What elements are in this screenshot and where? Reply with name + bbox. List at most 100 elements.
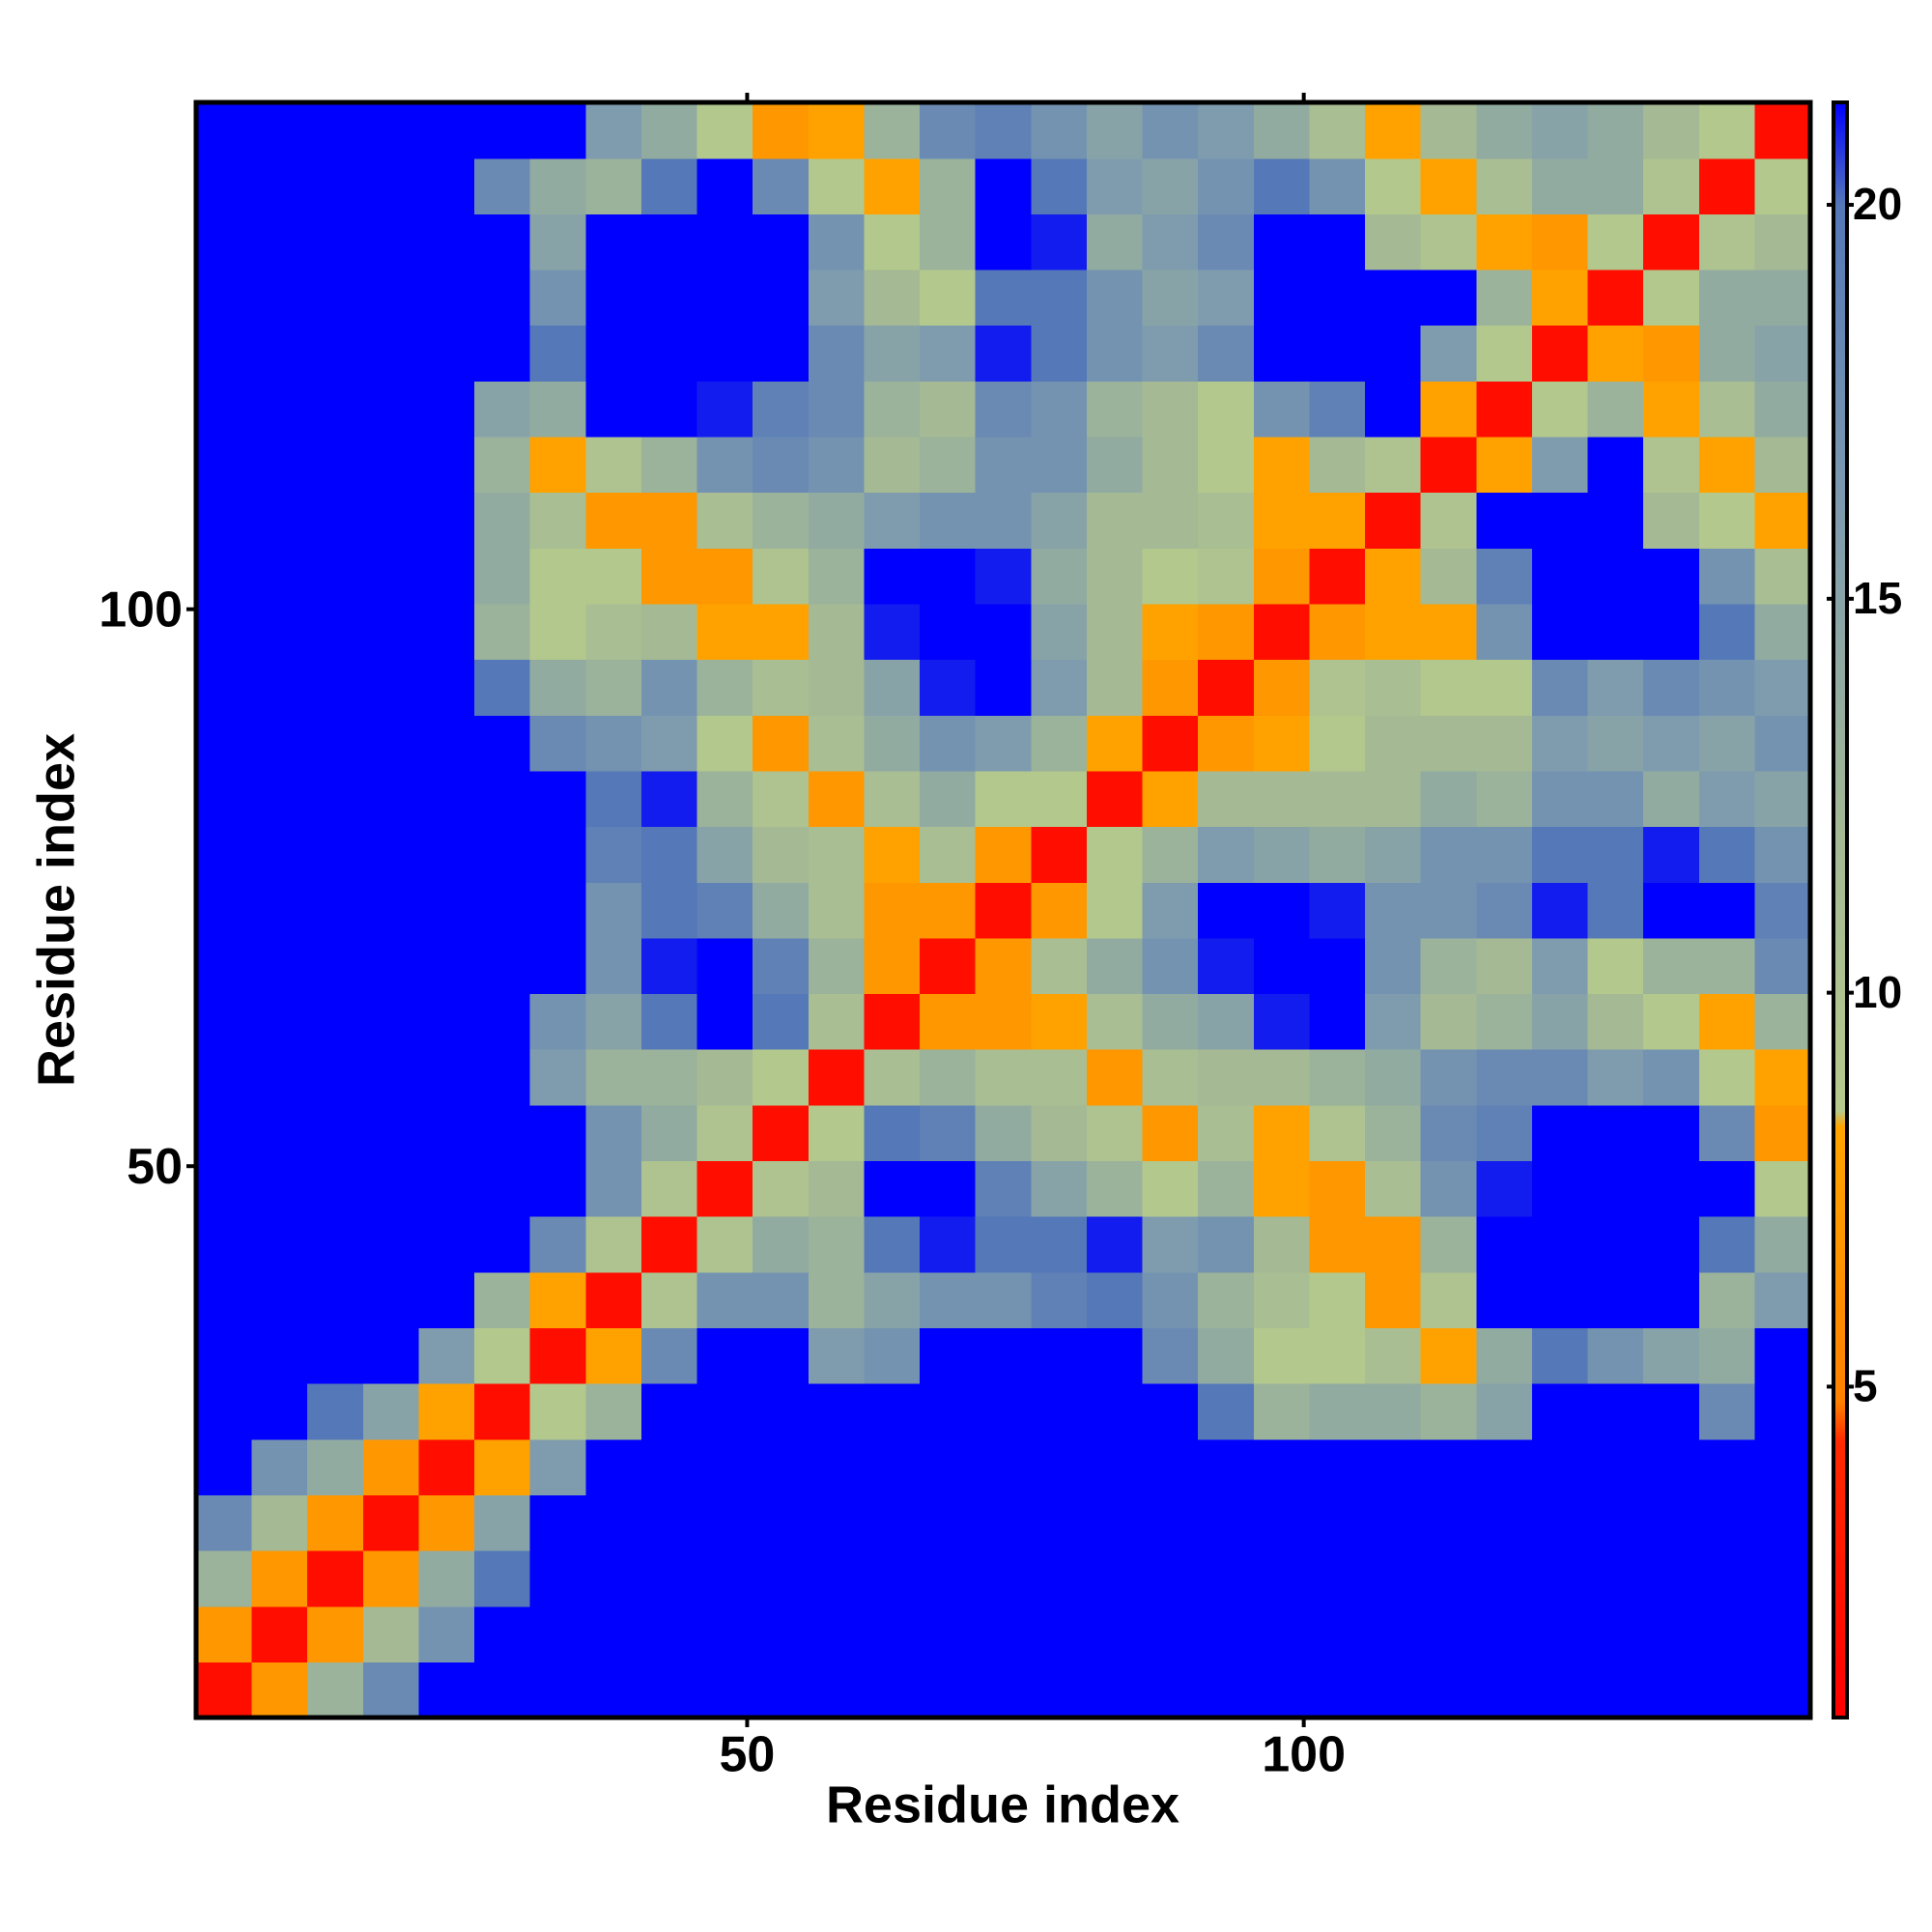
heatmap-cell <box>1086 1438 1144 1495</box>
heatmap-cell <box>696 715 753 772</box>
heatmap-cell <box>1309 157 1366 214</box>
heatmap-cell <box>1698 492 1755 549</box>
heatmap-cell <box>1086 715 1144 772</box>
heatmap-cell <box>640 548 698 605</box>
heatmap-cell <box>640 492 698 549</box>
heatmap-cell <box>196 659 253 716</box>
heatmap-cell <box>696 381 753 438</box>
heatmap-cell <box>1142 715 1199 772</box>
heatmap-cell <box>864 381 921 438</box>
heatmap-cell <box>864 1383 921 1440</box>
heatmap-cell <box>1309 1550 1366 1607</box>
heatmap-cell <box>1253 381 1311 438</box>
heatmap-cell <box>1643 436 1700 494</box>
heatmap-cell <box>640 937 698 995</box>
heatmap-cell <box>696 993 753 1050</box>
heatmap-cell <box>808 269 866 327</box>
heatmap-cell <box>1587 603 1644 661</box>
heatmap-cell <box>864 1438 921 1495</box>
heatmap-cell <box>1309 102 1366 159</box>
heatmap-cell <box>251 826 308 883</box>
heatmap-cell <box>975 1104 1032 1162</box>
heatmap-cell <box>753 1049 810 1106</box>
heatmap-cell <box>1643 770 1700 828</box>
heatmap-cell <box>975 937 1032 995</box>
heatmap-cell <box>920 381 977 438</box>
heatmap-cell <box>1031 325 1088 382</box>
heatmap-cell <box>1587 659 1644 716</box>
heatmap-cell <box>585 659 642 716</box>
heatmap-cell <box>418 381 475 438</box>
heatmap-cell <box>696 548 753 605</box>
heatmap-cell <box>418 1327 475 1384</box>
heatmap-cell <box>864 1550 921 1607</box>
heatmap-cell <box>1754 1605 1811 1662</box>
heatmap-cell <box>1253 213 1311 270</box>
heatmap-cell <box>1643 1104 1700 1162</box>
heatmap-cell <box>753 659 810 716</box>
heatmap-cell <box>640 882 698 939</box>
heatmap-cell <box>251 1662 308 1719</box>
heatmap-cell <box>474 937 531 995</box>
heatmap-cell <box>529 770 586 828</box>
heatmap-cell <box>753 213 810 270</box>
heatmap-cell <box>1754 269 1811 327</box>
heatmap-cell <box>474 1271 531 1329</box>
heatmap-cell <box>808 1049 866 1106</box>
heatmap-cell <box>1198 1216 1255 1273</box>
heatmap-cell <box>1031 770 1088 828</box>
heatmap-cell <box>251 1494 308 1551</box>
heatmap-cell <box>362 603 420 661</box>
heatmap-cell <box>1198 1605 1255 1662</box>
heatmap-cell <box>1253 1438 1311 1495</box>
heatmap-cell <box>1476 1271 1533 1329</box>
heatmap-cell <box>696 436 753 494</box>
heatmap-cell <box>585 1605 642 1662</box>
heatmap-cell <box>1531 213 1589 270</box>
heatmap-cell <box>529 1662 586 1719</box>
heatmap-cell <box>696 492 753 549</box>
heatmap-cell <box>1531 993 1589 1050</box>
heatmap-cell <box>1643 157 1700 214</box>
heatmap-cell <box>1309 715 1366 772</box>
heatmap-cell <box>585 1438 642 1495</box>
heatmap-cell <box>808 882 866 939</box>
heatmap-cell <box>1643 381 1700 438</box>
heatmap-cell <box>975 1494 1032 1551</box>
heatmap-cell <box>1309 548 1366 605</box>
heatmap-cell <box>1365 381 1422 438</box>
heatmap-cell <box>1365 1550 1422 1607</box>
heatmap-cell <box>307 937 364 995</box>
heatmap-cell <box>975 548 1032 605</box>
heatmap-cell <box>1086 269 1144 327</box>
heatmap-cell <box>920 1438 977 1495</box>
heatmap-cell <box>975 1216 1032 1273</box>
heatmap-cell <box>864 548 921 605</box>
heatmap-cell <box>585 157 642 214</box>
heatmap-cell <box>864 715 921 772</box>
heatmap-cell <box>753 436 810 494</box>
heatmap-cell <box>864 1605 921 1662</box>
heatmap-cell <box>307 770 364 828</box>
heatmap-cell <box>1086 770 1144 828</box>
heatmap-cell <box>1365 1438 1422 1495</box>
heatmap-cell <box>808 603 866 661</box>
heatmap-cell <box>808 993 866 1050</box>
heatmap-cell <box>196 1216 253 1273</box>
heatmap-cell <box>1476 770 1533 828</box>
heatmap-cell <box>975 492 1032 549</box>
heatmap-cell <box>1420 1216 1477 1273</box>
heatmap-cell <box>196 937 253 995</box>
heatmap-cell <box>307 1383 364 1440</box>
heatmap-cell <box>307 1494 364 1551</box>
heatmap-cell <box>696 603 753 661</box>
heatmap-cell <box>474 1662 531 1719</box>
heatmap-cell <box>1142 1605 1199 1662</box>
heatmap-cell <box>1309 1271 1366 1329</box>
heatmap-cell <box>975 1438 1032 1495</box>
heatmap-cell <box>474 157 531 214</box>
heatmap-cell <box>808 1160 866 1217</box>
heatmap-cell <box>1253 1605 1311 1662</box>
heatmap-cell <box>808 157 866 214</box>
heatmap-cell <box>474 492 531 549</box>
